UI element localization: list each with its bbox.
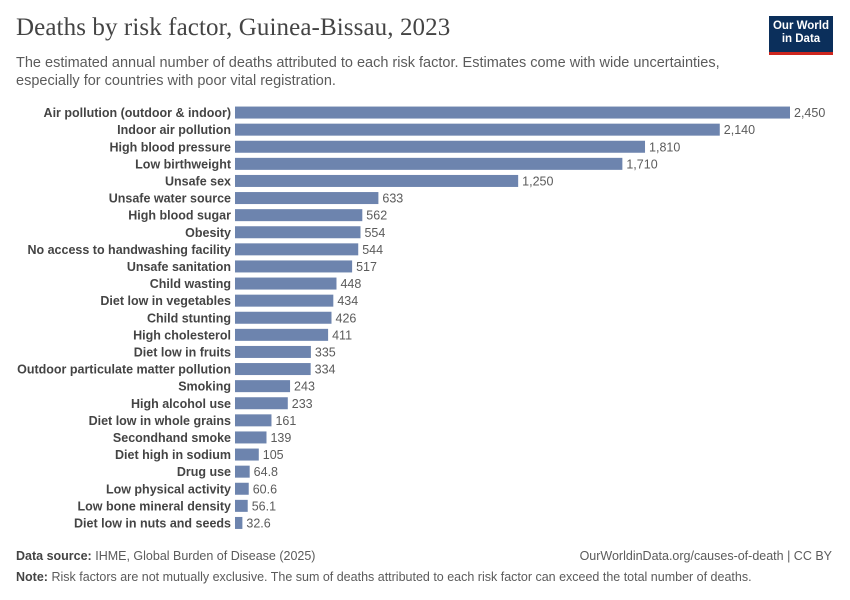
note-label: Note:	[16, 570, 48, 584]
bar[interactable]	[235, 431, 267, 444]
source-url-link[interactable]: OurWorldinData.org/causes-of-death | CC …	[579, 549, 832, 563]
bar[interactable]	[235, 192, 379, 205]
value-label: 633	[382, 192, 403, 206]
value-label: 335	[315, 345, 336, 359]
value-label: 562	[366, 209, 387, 223]
value-label: 2,450	[794, 106, 825, 120]
category-label: Diet high in sodium	[115, 448, 231, 462]
bar[interactable]	[235, 311, 332, 324]
bar[interactable]	[235, 294, 334, 307]
category-label: Diet low in nuts and seeds	[74, 516, 231, 530]
bar[interactable]	[235, 123, 720, 136]
chart-subtitle: The estimated annual number of deaths at…	[16, 55, 720, 89]
owid-logo[interactable]: Our World in Data	[769, 16, 833, 55]
bar[interactable]	[235, 209, 363, 222]
bar[interactable]	[235, 414, 272, 427]
value-label: 32.6	[246, 516, 270, 530]
category-label: Low birthweight	[135, 157, 232, 171]
value-label: 544	[362, 243, 383, 257]
logo-line-1: Our World	[772, 20, 829, 32]
bar[interactable]	[235, 465, 250, 478]
category-label: Child wasting	[150, 277, 231, 291]
value-label: 334	[315, 363, 336, 377]
value-label: 434	[337, 294, 358, 308]
category-label: Child stunting	[147, 311, 231, 325]
data-source: Data source: IHME, Global Burden of Dise…	[16, 549, 315, 563]
category-label: High blood sugar	[128, 209, 231, 223]
bar[interactable]	[235, 157, 623, 170]
bar[interactable]	[235, 380, 291, 393]
category-label: Diet low in fruits	[134, 345, 231, 359]
category-label: Air pollution (outdoor & indoor)	[44, 106, 231, 120]
value-label: 233	[292, 397, 313, 411]
value-label: 426	[336, 311, 357, 325]
category-label: Unsafe sex	[165, 174, 231, 188]
data-source-label: Data source:	[16, 549, 92, 563]
category-label: Indoor air pollution	[117, 123, 231, 137]
category-label: Low bone mineral density	[78, 499, 232, 513]
bar[interactable]	[235, 174, 519, 187]
value-label: 554	[364, 226, 385, 240]
category-label: Diet low in whole grains	[89, 414, 231, 428]
bar[interactable]	[235, 140, 646, 153]
category-label: Obesity	[185, 226, 231, 240]
category-label: High blood pressure	[109, 140, 231, 154]
bar[interactable]	[235, 345, 311, 358]
category-label: Unsafe water source	[109, 192, 231, 206]
bar[interactable]	[235, 106, 790, 119]
bar[interactable]	[235, 397, 288, 410]
category-label: No access to handwashing facility	[27, 243, 231, 257]
bar[interactable]	[235, 243, 359, 256]
category-label: Outdoor particulate matter pollution	[17, 363, 231, 377]
value-label: 2,140	[724, 123, 755, 137]
category-label: Low physical activity	[106, 482, 231, 496]
bar[interactable]	[235, 482, 249, 495]
value-label: 1,810	[649, 140, 680, 154]
bar[interactable]	[235, 260, 353, 273]
value-label: 105	[263, 448, 284, 462]
value-label: 56.1	[252, 499, 276, 513]
category-label: Unsafe sanitation	[127, 260, 231, 274]
data-source-link[interactable]: IHME, Global Burden of Disease (2025)	[95, 549, 316, 563]
bar[interactable]	[235, 363, 311, 376]
bar[interactable]	[235, 277, 337, 290]
bar[interactable]	[235, 516, 243, 529]
logo-line-2: in Data	[781, 33, 821, 45]
value-label: 243	[294, 380, 315, 394]
chart-title: Deaths by risk factor, Guinea-Bissau, 20…	[16, 14, 451, 41]
value-label: 517	[356, 260, 377, 274]
category-label: High alcohol use	[131, 397, 231, 411]
bar[interactable]	[235, 499, 248, 512]
category-label: High cholesterol	[133, 328, 231, 342]
category-label: Smoking	[178, 380, 231, 394]
bar[interactable]	[235, 448, 259, 461]
category-label: Secondhand smoke	[113, 431, 231, 445]
bar[interactable]	[235, 226, 361, 239]
bar[interactable]	[235, 328, 329, 341]
value-label: 139	[270, 431, 291, 445]
value-label: 411	[332, 328, 352, 342]
note-text: Risk factors are not mutually exclusive.…	[51, 570, 752, 584]
value-label: 1,250	[522, 174, 553, 188]
value-label: 448	[340, 277, 361, 291]
value-label: 1,710	[626, 157, 657, 171]
value-label: 64.8	[254, 465, 278, 479]
category-label: Drug use	[177, 465, 231, 479]
value-label: 161	[275, 414, 296, 428]
value-label: 60.6	[253, 482, 277, 496]
category-label: Diet low in vegetables	[100, 294, 231, 308]
chart-note: Note: Risk factors are not mutually excl…	[16, 570, 752, 584]
